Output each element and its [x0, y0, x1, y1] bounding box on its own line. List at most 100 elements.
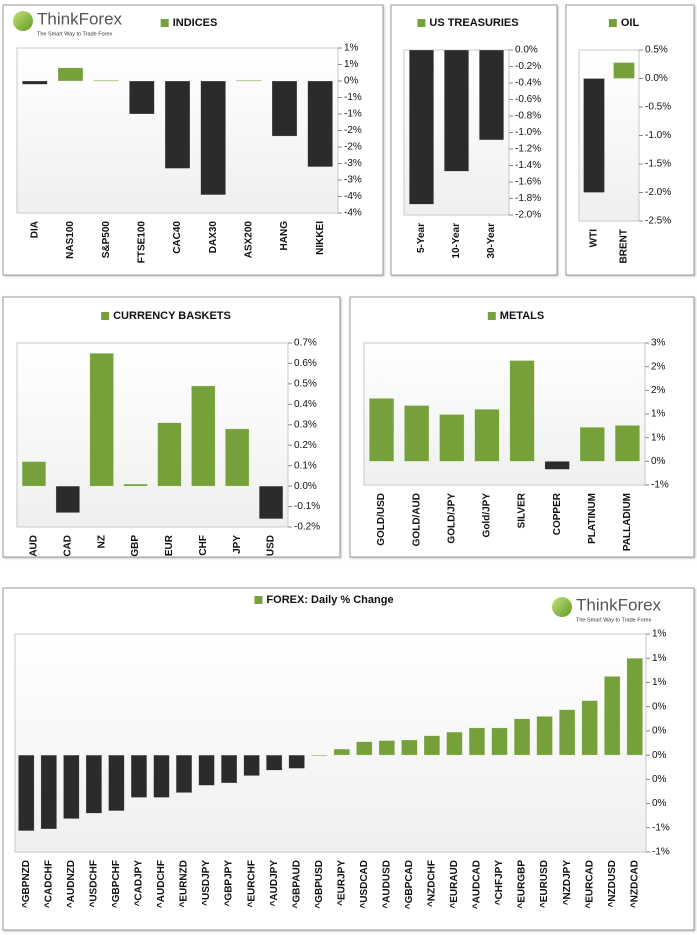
logo-tagline: The Smart Way to Trade Forex: [576, 617, 652, 623]
y-tick-label: 0%: [652, 726, 667, 737]
x-tick-label: ^GBPNZD: [21, 860, 32, 908]
y-tick-label: -3%: [344, 175, 362, 186]
legend-swatch: [608, 19, 617, 27]
y-tick-label: -4%: [344, 208, 362, 219]
bar: [509, 360, 535, 462]
x-tick-label: NIKKEI: [315, 221, 326, 255]
x-tick-label: S&P500: [101, 221, 112, 259]
x-tick-label: GOLD/USD: [376, 493, 387, 546]
x-tick-label: ^NZDCHF: [427, 860, 438, 907]
y-tick-label: 0.1%: [294, 460, 317, 471]
bar: [258, 485, 284, 520]
x-tick-label: JPY: [232, 535, 243, 554]
x-tick-label: ^GBPJPY: [224, 860, 235, 907]
x-tick-label: FTSE100: [136, 221, 147, 264]
bar: [491, 727, 508, 756]
chart-title: FOREX: Daily % Change: [266, 594, 393, 606]
bar: [225, 428, 250, 487]
bar: [444, 49, 469, 172]
y-tick-label: -1%: [344, 92, 362, 103]
x-tick-label: ^EURCHF: [246, 860, 257, 908]
x-tick-label: SILVER: [517, 492, 528, 528]
bar: [288, 754, 305, 769]
x-tick-label: ^USDJPY: [201, 860, 212, 906]
x-tick-label: GOLD/AUD: [411, 493, 422, 546]
bar: [369, 398, 395, 462]
y-tick-label: -1%: [344, 109, 362, 120]
y-tick-label: -0.4%: [515, 78, 541, 89]
x-tick-label: ^CHFJPY: [494, 860, 505, 906]
x-tick-label: PALLADIUM: [622, 493, 633, 551]
y-tick-label: 0.6%: [294, 358, 317, 369]
x-tick-label: ^GBPAUD: [291, 860, 302, 908]
x-tick-label: GBP: [130, 535, 141, 557]
x-tick-label: ^GBPCHF: [111, 860, 122, 908]
bar: [544, 461, 570, 470]
logo-icon: [552, 597, 572, 617]
panels: INDICES 1% 1% 0% -1% -1% -2% -2% -3% -3% -4% -4% DIA…: [2, 4, 695, 931]
y-tick-label: -1%: [652, 822, 670, 833]
bar: [123, 483, 148, 487]
y-tick-label: 0.5%: [645, 45, 668, 56]
x-tick-label: 30-Year: [486, 223, 497, 259]
y-tick-label: -0.6%: [515, 94, 541, 105]
x-tick-label: ^EURJPY: [336, 860, 347, 906]
logo-tagline: The Smart Way to Trade Forex: [37, 31, 113, 37]
y-tick-label: 0.4%: [294, 399, 317, 410]
bar: [175, 754, 193, 793]
y-tick-label: 2%: [651, 361, 666, 372]
bar: [55, 485, 80, 513]
x-tick-label: 10-Year: [451, 223, 462, 259]
y-tick-label: 0%: [344, 76, 359, 87]
y-tick-label: -1.5%: [645, 159, 671, 170]
y-tick-label: -0.1%: [294, 501, 320, 512]
bar: [40, 754, 57, 830]
legend-swatch: [417, 19, 426, 27]
y-tick-label: -1.0%: [515, 127, 541, 138]
y-tick-label: 1%: [652, 653, 667, 664]
bar: [404, 405, 430, 462]
bar: [401, 739, 418, 756]
bar: [200, 80, 226, 196]
bar: [439, 414, 465, 462]
y-tick-label: 1%: [652, 677, 667, 688]
y-tick-label: 1%: [651, 432, 666, 443]
legend-swatch: [487, 312, 496, 320]
bar: [108, 754, 125, 812]
chart-title: US TREASURIES: [429, 17, 518, 29]
y-tick-label: 0.0%: [294, 481, 317, 492]
x-tick-label: ^USDCHF: [89, 860, 100, 908]
x-tick-label: ^AUDJPY: [269, 860, 280, 907]
y-tick-label: -2.0%: [645, 187, 671, 198]
y-tick-label: 2%: [651, 385, 666, 396]
bar: [311, 754, 328, 757]
x-tick-label: ^EURAUD: [449, 860, 460, 909]
y-tick-label: -1.2%: [515, 144, 541, 155]
bar: [191, 385, 216, 487]
x-tick-label: 5-Year: [416, 223, 427, 253]
x-tick-label: CAC40: [172, 221, 183, 254]
y-tick-label: -4%: [344, 191, 362, 202]
y-tick-label: -1.4%: [515, 160, 541, 171]
bar: [164, 80, 191, 169]
bar: [89, 352, 114, 487]
y-tick-label: -2.0%: [515, 210, 541, 221]
y-tick-label: 1%: [344, 59, 359, 70]
chart-title: OIL: [621, 17, 640, 29]
y-tick-label: -1.8%: [515, 193, 541, 204]
bar: [157, 422, 182, 487]
bar: [93, 80, 119, 82]
x-tick-label: EUR: [164, 534, 175, 556]
bar: [129, 80, 155, 115]
bar: [579, 427, 605, 462]
y-tick-label: -0.5%: [645, 102, 671, 113]
bar: [243, 754, 260, 776]
bar: [558, 709, 576, 756]
bar: [468, 727, 486, 756]
bar: [604, 676, 621, 756]
y-tick-label: -1%: [651, 480, 669, 491]
bar: [22, 80, 48, 85]
y-tick-label: 0%: [652, 701, 667, 712]
y-tick-label: 0%: [652, 774, 667, 785]
